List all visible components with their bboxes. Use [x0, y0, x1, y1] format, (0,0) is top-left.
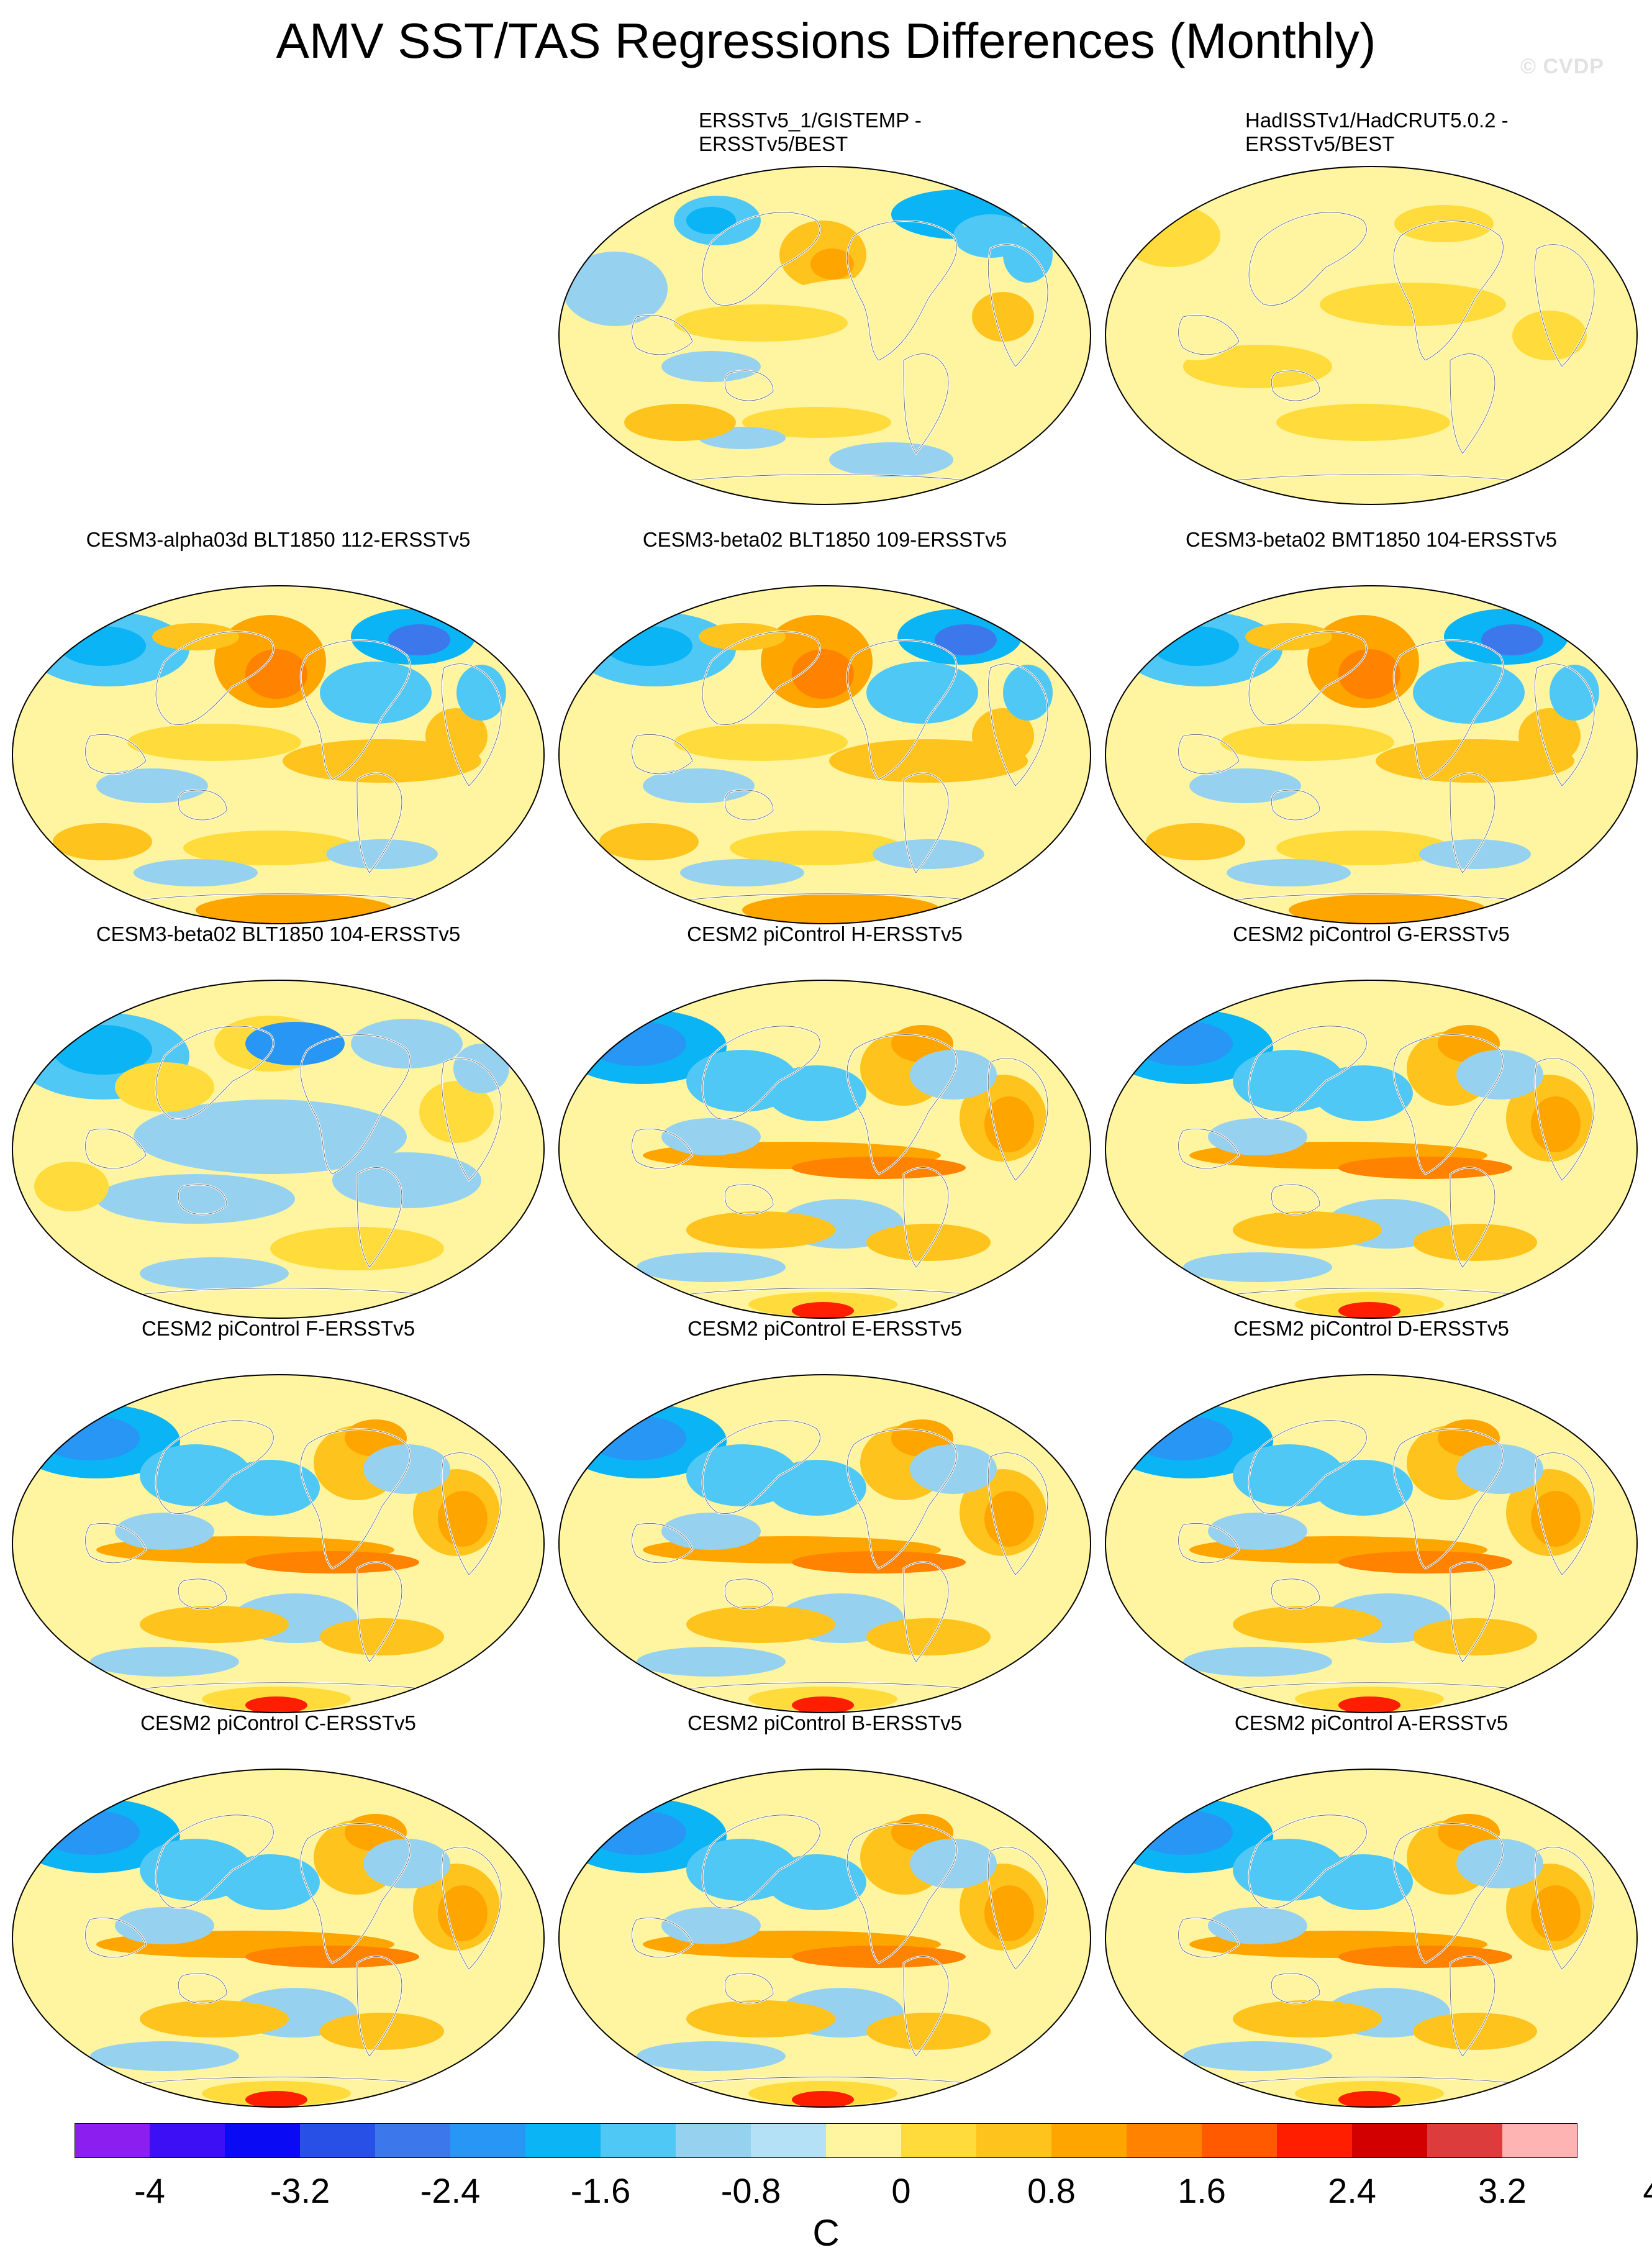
page-title: AMV SST/TAS Regressions Differences (Mon…: [276, 13, 1376, 68]
robinson-map: [558, 1769, 1091, 2108]
robinson-map: [1105, 1769, 1638, 2108]
colorbar-swatch: [450, 2123, 526, 2158]
colorbar-swatch: [150, 2123, 225, 2158]
colorbar-tick-label: 2.4: [1328, 2171, 1376, 2210]
map-panel: ERSSTv5_1/GISTEMP - ERSSTv5/BEST: [556, 109, 1094, 519]
colorbar-swatch: [1127, 2123, 1202, 2158]
colorbar-swatch: [751, 2123, 827, 2158]
map-panel: CESM3-alpha03d BLT1850 112-ERSSTv5: [9, 528, 547, 938]
colorbar: [75, 2123, 1577, 2158]
watermark: © CVDP: [1520, 55, 1604, 78]
colorbar-swatch: [901, 2123, 977, 2158]
panel-title: ERSSTv5_1/GISTEMP - ERSSTv5/BEST: [699, 109, 922, 155]
colorbar-swatch: [375, 2123, 451, 2158]
colorbar-swatch: [976, 2123, 1052, 2158]
panel-title: CESM3-beta02 BLT1850 109-ERSSTv5: [642, 528, 1007, 551]
map-panel: CESM2 piControl H-ERSSTv5: [556, 922, 1094, 1332]
map-panel: CESM2 piControl F-ERSSTv5: [9, 1317, 547, 1727]
colorbar-swatch: [300, 2123, 376, 2158]
robinson-map: [558, 585, 1091, 924]
robinson-map: [1105, 980, 1638, 1319]
map-panel: CESM2 piControl C-ERSSTv5: [9, 1711, 547, 2121]
robinson-map: [12, 980, 545, 1319]
colorbar-swatch: [1502, 2123, 1577, 2158]
robinson-map: [558, 166, 1091, 505]
colorbar-tick-label: 0: [891, 2171, 911, 2210]
robinson-map: [12, 1374, 545, 1713]
colorbar-swatch: [225, 2123, 301, 2158]
panel-title: HadISSTv1/HadCRUT5.0.2 - ERSSTv5/BEST: [1245, 109, 1509, 155]
map-panel: CESM2 piControl E-ERSSTv5: [556, 1317, 1094, 1727]
colorbar-tick-label: -3.2: [270, 2171, 330, 2210]
robinson-map: [12, 585, 545, 924]
map-panel: CESM2 piControl D-ERSSTv5: [1102, 1317, 1640, 1727]
panel-title: CESM3-beta02 BMT1850 104-ERSSTv5: [1186, 528, 1557, 551]
colorbar-tick-label: 1.6: [1178, 2171, 1226, 2210]
colorbar-swatch: [676, 2123, 751, 2158]
colorbar-swatch: [1051, 2123, 1127, 2158]
colorbar-tick-label: 0.8: [1027, 2171, 1076, 2210]
colorbar-swatch: [1427, 2123, 1503, 2158]
panel-title: CESM2 piControl G-ERSSTv5: [1233, 922, 1510, 945]
colorbar-tick-label: -2.4: [420, 2171, 481, 2210]
map-panel: HadISSTv1/HadCRUT5.0.2 - ERSSTv5/BEST: [1102, 109, 1640, 519]
panel-title: CESM2 piControl H-ERSSTv5: [687, 922, 963, 945]
panel-title: CESM2 piControl A-ERSSTv5: [1234, 1711, 1509, 1734]
robinson-map: [1105, 585, 1638, 924]
panel-title: CESM2 piControl B-ERSSTv5: [688, 1711, 962, 1734]
colorbar-swatch: [1277, 2123, 1353, 2158]
map-panel: CESM2 piControl B-ERSSTv5: [556, 1711, 1094, 2121]
colorbar-tick-label: 4: [1643, 2171, 1652, 2211]
colorbar-swatch: [601, 2123, 676, 2158]
colorbar-swatch: [525, 2123, 601, 2158]
panel-title: CESM3-beta02 BLT1850 104-ERSSTv5: [96, 922, 461, 945]
map-panel: CESM2 piControl G-ERSSTv5: [1102, 922, 1640, 1332]
map-panel: CESM3-beta02 BLT1850 109-ERSSTv5: [556, 528, 1094, 938]
colorbar-units: C: [812, 2212, 840, 2254]
panel-title: CESM2 piControl C-ERSSTv5: [140, 1711, 416, 1734]
robinson-map: [558, 1374, 1091, 1713]
robinson-map: [1105, 1374, 1638, 1713]
robinson-map: [12, 1769, 545, 2108]
robinson-map: [1105, 166, 1638, 505]
panel-title: CESM2 piControl F-ERSSTv5: [141, 1317, 415, 1340]
colorbar-tick-label: -1.6: [570, 2171, 631, 2210]
panel-title: CESM2 piControl D-ERSSTv5: [1233, 1317, 1509, 1340]
robinson-map: [558, 980, 1091, 1319]
colorbar-swatch: [1202, 2123, 1278, 2158]
colorbar-tick-label: -4: [134, 2171, 165, 2210]
colorbar-swatch: [75, 2123, 150, 2158]
colorbar-swatch: [1352, 2123, 1428, 2158]
map-panel: CESM3-beta02 BLT1850 104-ERSSTv5: [9, 922, 547, 1332]
colorbar-tick-label: -0.8: [720, 2171, 781, 2210]
map-panel: CESM3-beta02 BMT1850 104-ERSSTv5: [1102, 528, 1640, 938]
colorbar-tick-label: 3.2: [1478, 2171, 1527, 2210]
panel-title: CESM3-alpha03d BLT1850 112-ERSSTv5: [86, 528, 471, 551]
map-panel: CESM2 piControl A-ERSSTv5: [1102, 1711, 1640, 2121]
panel-title: CESM2 piControl E-ERSSTv5: [688, 1317, 962, 1340]
colorbar-swatch: [826, 2123, 902, 2158]
